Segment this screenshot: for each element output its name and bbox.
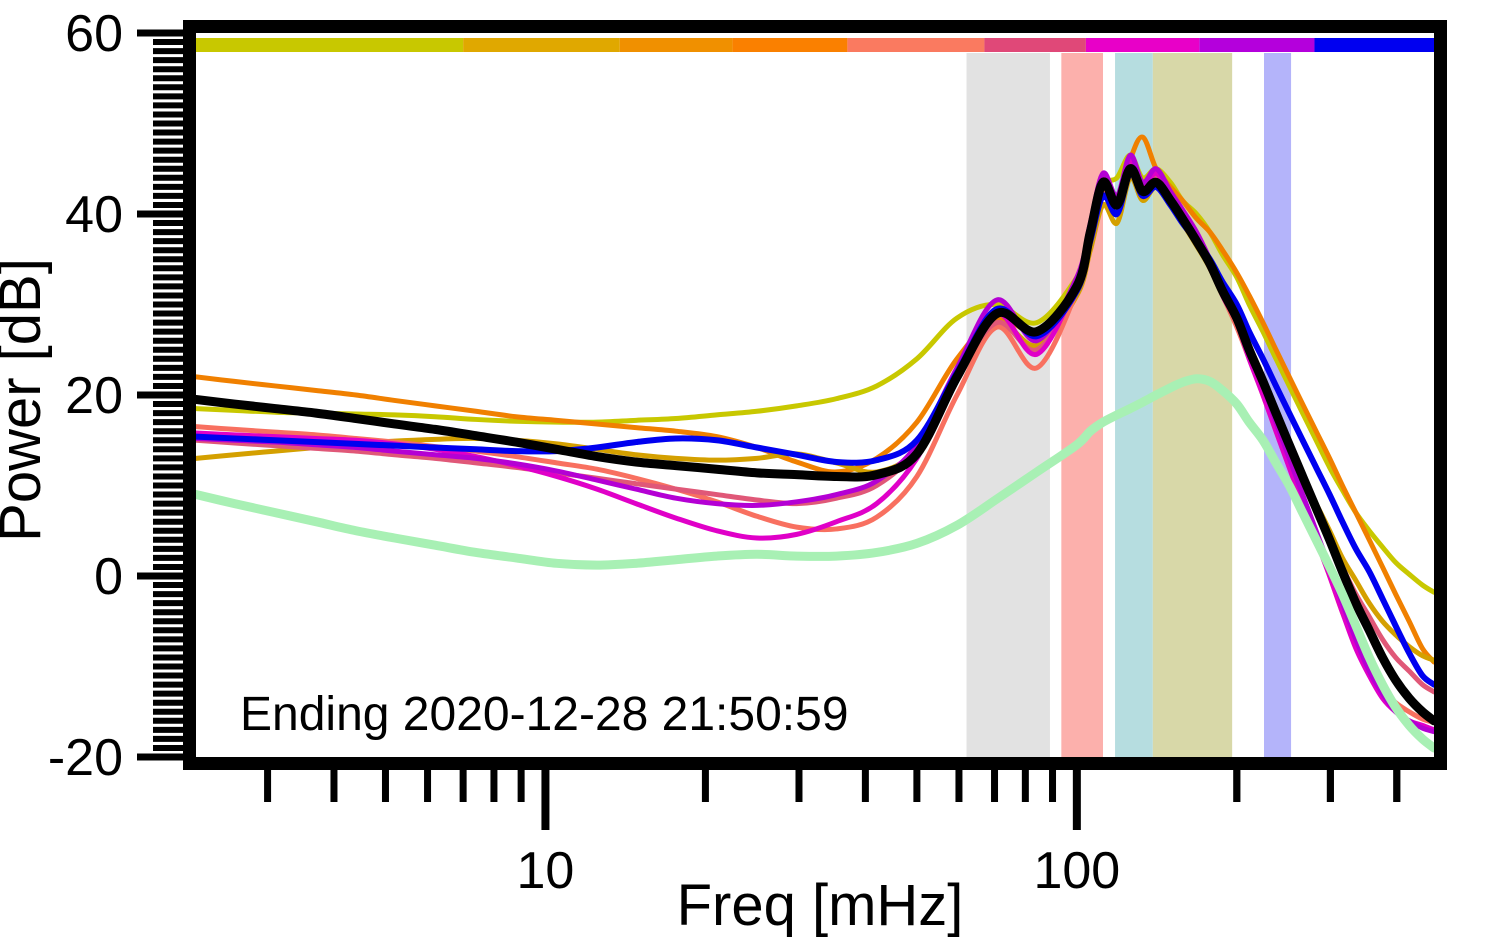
y-tick-label: 40 <box>65 186 123 244</box>
y-tick-label: 20 <box>65 367 123 425</box>
colorbar-segment-0 <box>196 38 464 52</box>
colorbar-segment-8 <box>1314 38 1434 52</box>
y-tick-labels-group: -20 0 20 40 60 <box>48 5 123 787</box>
y-axis-label: Power [dB] <box>0 258 53 542</box>
x-tick-labels-group: 10 100 <box>517 842 1121 900</box>
colorbar-segment-6 <box>1085 38 1200 52</box>
band-pink <box>1061 53 1103 757</box>
x-tick-label: 10 <box>517 842 575 900</box>
band-gray <box>966 53 1050 757</box>
top-colorbar-group <box>196 38 1434 52</box>
trace-black-mean <box>196 164 1434 726</box>
x-tick-label: 100 <box>1033 842 1120 900</box>
trace-blue <box>196 170 1434 688</box>
colorbar-segment-3 <box>732 38 848 52</box>
colorbar-segment-2 <box>619 38 733 52</box>
ending-timestamp-annotation: Ending 2020-12-28 21:50:59 <box>240 688 849 741</box>
colorbar-segment-1 <box>463 38 620 52</box>
curves-clip-group <box>196 134 1434 753</box>
x-axis-label: Freq [mHz] <box>677 873 964 938</box>
x-axis-spine <box>183 757 1447 770</box>
y-tick-label: -20 <box>48 729 123 787</box>
series-group <box>196 134 1434 753</box>
y-axis-spine <box>183 20 196 770</box>
ticks-group <box>137 29 1401 830</box>
colorbar-segment-5 <box>984 38 1086 52</box>
trace-palegreen <box>196 374 1434 753</box>
colorbar-segment-4 <box>847 38 985 52</box>
right-spine <box>1434 20 1447 757</box>
y-tick-label: 0 <box>94 548 123 606</box>
axes-group <box>183 20 1447 770</box>
top-spine <box>183 20 1447 33</box>
y-tick-label: 60 <box>65 5 123 63</box>
band-khaki <box>1152 53 1233 757</box>
colorbar-segment-7 <box>1199 38 1315 52</box>
